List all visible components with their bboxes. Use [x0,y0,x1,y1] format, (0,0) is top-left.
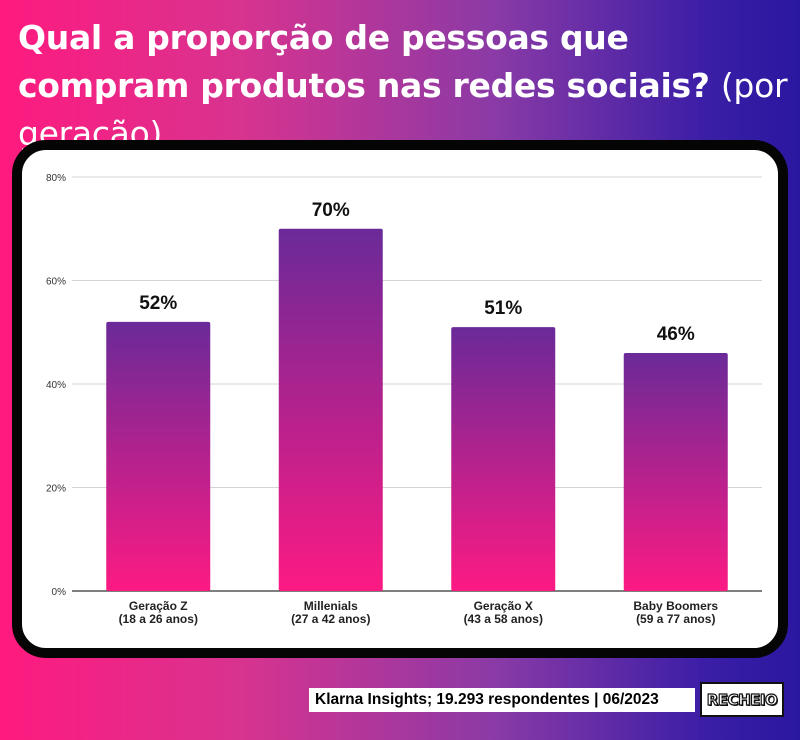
logo-text: RECHEIO [706,690,778,709]
y-tick-label: 60% [46,277,66,288]
bar [623,352,728,591]
chart-title-main: Qual a proporção de pessoas que compram … [18,18,710,105]
bar-chart: 0% 20% 40% 60% 80% 52% 70% 51% 46% Geração Z(18… [46,173,762,626]
x-axis-ticks: Geração Z(18 a 26 anos) Millenials(27 a 4… [119,599,719,626]
recheio-logo: RECHEIO [700,682,784,717]
data-label: 46% [657,324,695,345]
chart-card: 0% 20% 40% 60% 80% 52% 70% 51% 46% Geração Z (18… [12,140,788,658]
data-label: 52% [139,293,177,314]
x-tick-label: Geração Z [129,599,188,613]
bar [106,321,211,591]
chart-title: Qual a proporção de pessoas que compram … [18,14,788,158]
y-tick-label: 80% [46,173,66,184]
x-tick-label: Geração X [474,599,533,613]
bar [451,327,556,591]
x-tick-sublabel: (18 a 26 anos) [119,612,198,626]
bar [278,228,383,591]
data-labels: 52% 70% 51% 46% [139,200,695,345]
y-tick-label: 20% [46,484,66,495]
x-tick-label: Baby Boomers [633,599,718,613]
bars [106,228,728,591]
source-note: Klarna Insights; 19.293 respondentes | 0… [309,688,695,712]
y-tick-label: 40% [46,380,66,391]
data-label: 51% [484,298,522,319]
data-label: 70% [312,200,350,221]
y-axis-ticks: 0% 20% 40% 60% 80% [46,173,66,598]
x-tick-label: Millenials [304,599,358,613]
y-tick-label: 0% [52,587,67,598]
x-tick-sublabel: (43 a 58 anos) [464,612,543,626]
x-tick-sublabel: (59 a 77 anos) [636,612,715,626]
x-tick-sublabel: (27 a 42 anos) [291,612,370,626]
